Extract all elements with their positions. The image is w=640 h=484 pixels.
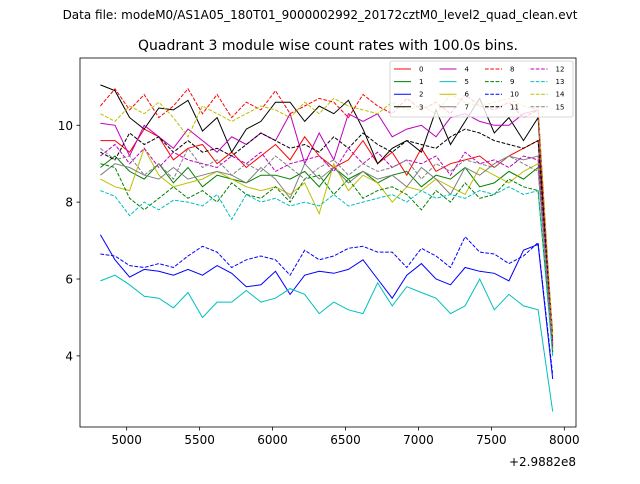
legend-label-6: 6 xyxy=(465,91,470,99)
x-tick-label-6000: 6000 xyxy=(257,433,288,447)
legend-label-8: 8 xyxy=(510,66,514,74)
series-line-1 xyxy=(100,155,554,353)
legend-label-4: 4 xyxy=(465,66,470,74)
legend-label-0: 0 xyxy=(419,66,423,74)
suptitle: Data file: modeM0/AS1A05_180T01_90000029… xyxy=(62,8,578,22)
series-line-13 xyxy=(100,186,554,356)
x-tick-label-5000: 5000 xyxy=(111,433,142,447)
legend-label-7: 7 xyxy=(465,103,469,111)
legend-label-5: 5 xyxy=(465,78,469,86)
x-offset-label: +2.9882e8 xyxy=(509,455,576,469)
series-line-2 xyxy=(99,234,554,380)
series-line-15 xyxy=(100,147,554,349)
series-line-4 xyxy=(100,109,554,345)
plot-area xyxy=(99,84,554,412)
legend-label-13: 13 xyxy=(556,78,565,86)
y-tick-label-4: 4 xyxy=(65,349,73,363)
legend-label-1: 1 xyxy=(419,78,423,86)
legend-label-14: 14 xyxy=(556,91,565,99)
x-tick-label-5500: 5500 xyxy=(184,433,215,447)
legend-label-9: 9 xyxy=(510,78,514,86)
legend-label-11: 11 xyxy=(510,103,519,111)
series-line-7 xyxy=(100,155,554,337)
legend-label-15: 15 xyxy=(556,103,565,111)
series-line-3 xyxy=(100,84,554,349)
series-line-9 xyxy=(100,163,554,353)
x-tick-label-8000: 8000 xyxy=(549,433,580,447)
series-line-14 xyxy=(100,93,554,337)
axes-frame xyxy=(79,57,577,428)
y-tick-label-6: 6 xyxy=(65,273,73,287)
x-tick-label-7500: 7500 xyxy=(476,433,507,447)
chart-title: Quadrant 3 module wise count rates with … xyxy=(138,38,518,54)
series-line-10 xyxy=(100,235,554,376)
series-line-8 xyxy=(100,87,554,345)
series-line-0 xyxy=(100,128,554,333)
series-line-11 xyxy=(100,128,554,341)
legend-label-2: 2 xyxy=(419,91,423,99)
series-line-5 xyxy=(100,274,554,412)
legend-label-12: 12 xyxy=(556,66,565,74)
legend-label-3: 3 xyxy=(419,103,423,111)
legend-label-10: 10 xyxy=(510,91,519,99)
series-line-6 xyxy=(100,147,554,356)
y-tick-label-8: 8 xyxy=(65,196,73,210)
x-tick-label-7000: 7000 xyxy=(403,433,434,447)
legend-box xyxy=(389,60,574,118)
y-tick-label-10: 10 xyxy=(58,119,73,133)
x-tick-label-6500: 6500 xyxy=(330,433,361,447)
series-line-12 xyxy=(100,143,554,345)
